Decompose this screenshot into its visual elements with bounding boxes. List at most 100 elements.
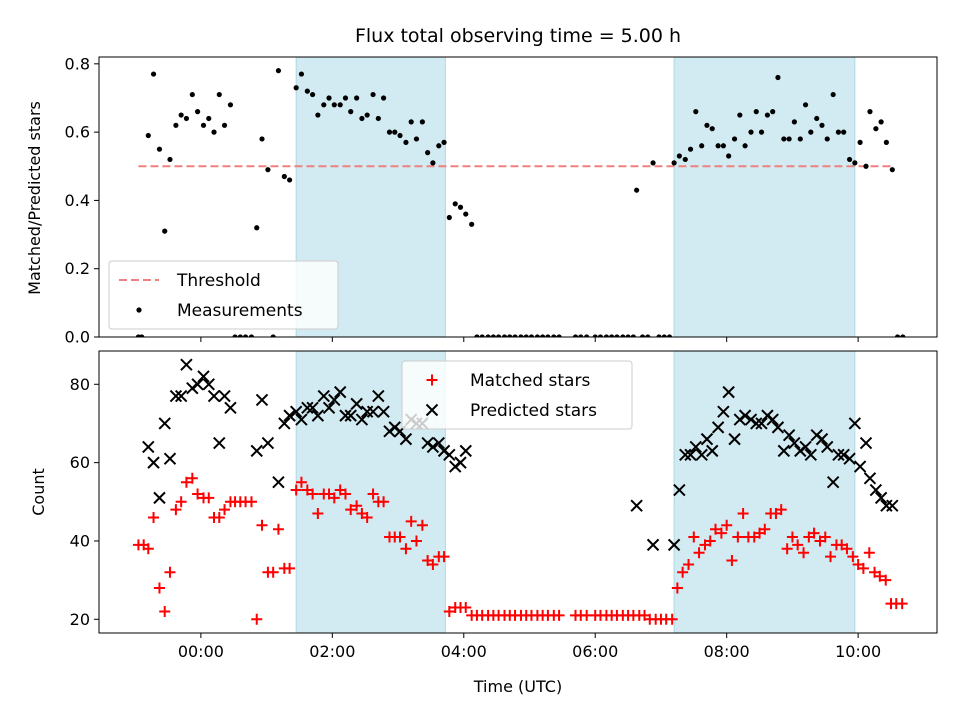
data-point xyxy=(507,334,513,337)
data-point xyxy=(788,436,801,450)
data-point xyxy=(256,519,268,531)
data-point xyxy=(819,531,831,543)
data-point xyxy=(676,153,682,159)
data-point xyxy=(726,153,732,159)
data-point xyxy=(886,499,899,512)
data-point xyxy=(459,444,472,458)
data-point xyxy=(259,136,265,142)
data-point xyxy=(717,405,730,418)
data-point xyxy=(251,613,263,625)
data-point xyxy=(438,551,450,563)
data-point xyxy=(189,91,195,98)
data-point xyxy=(578,334,584,337)
data-point xyxy=(372,389,385,403)
axes-frame xyxy=(98,350,938,634)
data-point xyxy=(518,334,524,337)
data-point xyxy=(139,334,145,337)
data-point xyxy=(720,143,726,149)
data-point xyxy=(650,160,656,166)
data-point xyxy=(603,334,609,337)
data-point xyxy=(545,334,551,337)
data-point xyxy=(419,119,425,125)
data-point xyxy=(202,378,215,391)
data-point xyxy=(413,136,420,142)
data-point xyxy=(180,476,192,488)
data-point xyxy=(216,91,222,98)
y-tick-label: 60 xyxy=(70,453,90,472)
data-point xyxy=(370,91,376,98)
data-point xyxy=(479,334,485,337)
data-point xyxy=(452,201,458,207)
data-point xyxy=(284,562,296,574)
data-point xyxy=(197,370,210,383)
y-tick-label: 20 xyxy=(70,610,90,629)
data-point xyxy=(738,409,752,422)
data-point xyxy=(386,129,393,135)
x-tick-label: 02:00 xyxy=(309,642,355,661)
data-point xyxy=(416,519,428,531)
data-point xyxy=(869,483,883,497)
data-point xyxy=(293,85,299,91)
data-point xyxy=(272,523,284,535)
data-point xyxy=(826,476,840,489)
data-point xyxy=(614,334,620,337)
data-point xyxy=(782,429,796,442)
data-point xyxy=(306,401,319,414)
data-point xyxy=(221,122,228,128)
data-point xyxy=(250,444,263,458)
data-point xyxy=(742,143,748,149)
data-point xyxy=(711,421,725,434)
data-point xyxy=(399,432,413,446)
data-point xyxy=(737,508,749,520)
data-point xyxy=(867,109,873,115)
count-panel: 00:00 02:00 04:00 06:00 08:00 10:00 20 40 60 80 Ma… xyxy=(70,350,938,661)
data-point xyxy=(874,570,886,582)
x-tick-label: 06:00 xyxy=(572,642,618,661)
data-point xyxy=(211,129,217,135)
data-point xyxy=(298,71,305,77)
data-point xyxy=(786,136,792,142)
data-point xyxy=(173,122,179,128)
data-point xyxy=(463,211,469,217)
data-point xyxy=(360,405,374,418)
data-point xyxy=(307,488,319,500)
data-point xyxy=(322,401,336,414)
data-point xyxy=(584,334,590,337)
data-point xyxy=(661,334,667,337)
legend-swatch xyxy=(425,403,439,417)
x-tick-label: 08:00 xyxy=(704,642,750,661)
data-point xyxy=(798,547,810,559)
data-point xyxy=(170,504,182,516)
axes-frame xyxy=(98,56,938,338)
data-point xyxy=(328,492,340,504)
data-point xyxy=(224,401,237,414)
data-point xyxy=(771,421,785,434)
data-point xyxy=(192,488,204,500)
data-point xyxy=(883,139,889,145)
data-point xyxy=(351,500,363,512)
data-point xyxy=(556,334,562,337)
data-point xyxy=(359,115,365,122)
data-point xyxy=(180,358,193,371)
data-point xyxy=(207,389,221,403)
data-point xyxy=(454,456,467,469)
observing-window-2 xyxy=(673,351,856,633)
legend: Threshold Measurements xyxy=(108,260,339,330)
data-point xyxy=(832,448,845,461)
data-point xyxy=(646,538,660,552)
data-point xyxy=(889,167,895,173)
data-point xyxy=(496,334,502,337)
data-point xyxy=(630,334,636,337)
data-point xyxy=(270,334,276,337)
data-point xyxy=(775,504,787,516)
data-point xyxy=(630,499,643,512)
data-point xyxy=(512,334,518,337)
data-point xyxy=(310,91,316,98)
data-point xyxy=(158,417,171,430)
data-point xyxy=(355,413,369,426)
data-point xyxy=(777,444,791,458)
data-point xyxy=(367,488,379,500)
data-point xyxy=(175,496,187,508)
data-point xyxy=(683,558,695,570)
data-point xyxy=(688,531,700,543)
